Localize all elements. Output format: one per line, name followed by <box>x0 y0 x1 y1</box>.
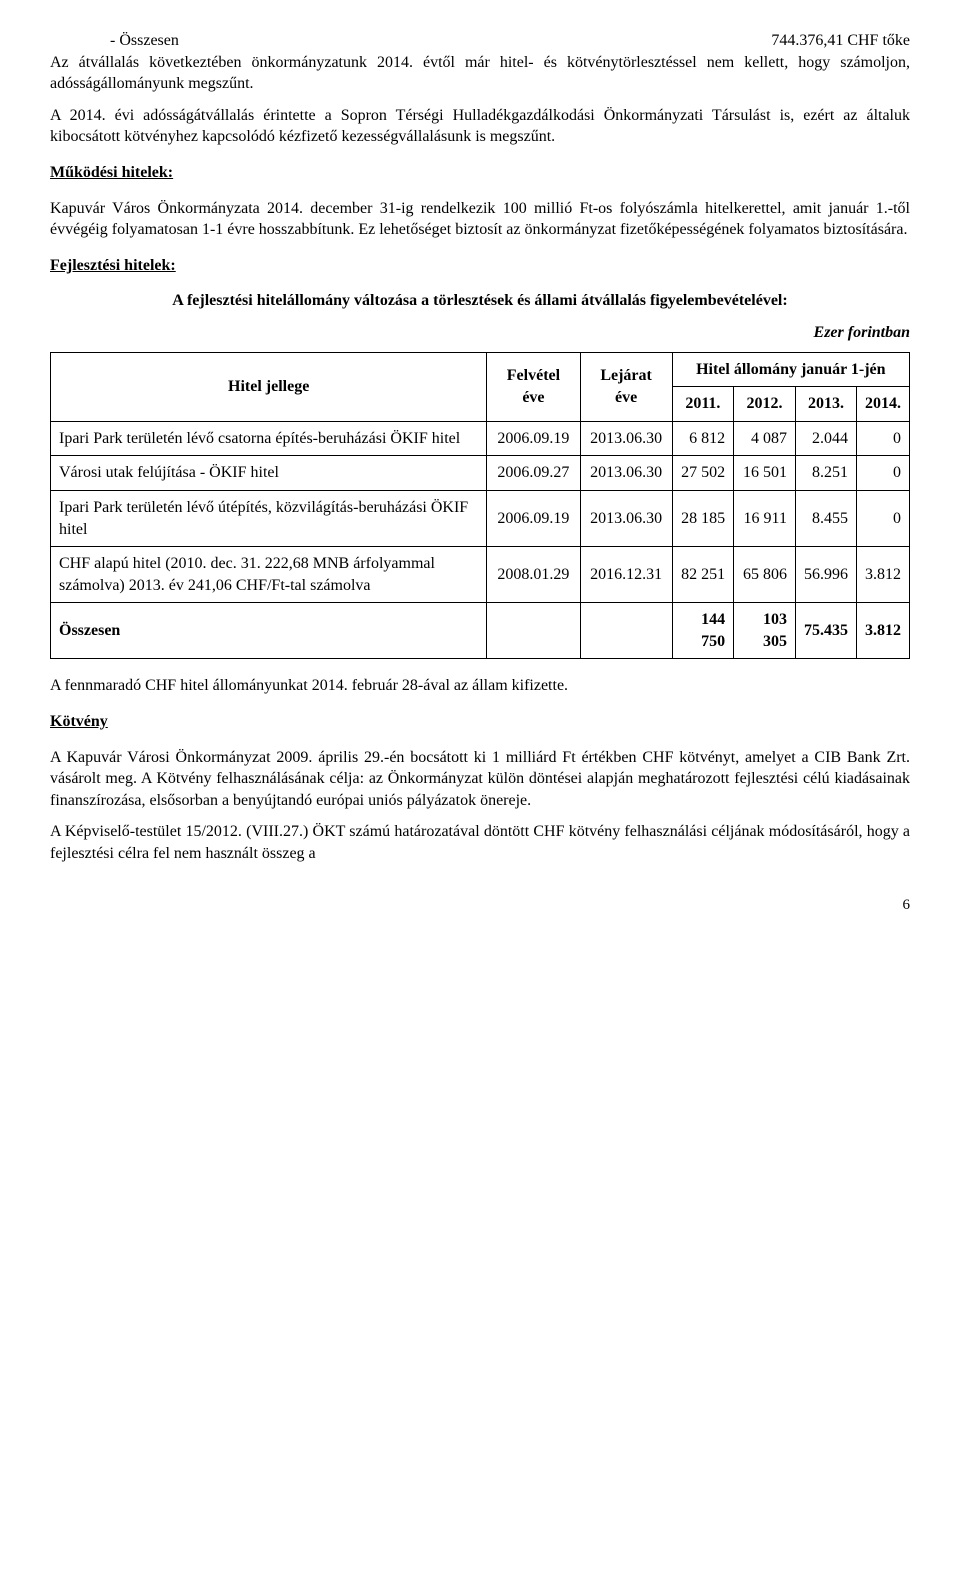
row-value: 82 251 <box>672 547 733 603</box>
row-value: 65 806 <box>734 547 796 603</box>
row-value: 8.251 <box>795 456 856 491</box>
row-lejarat: 2013.06.30 <box>580 421 672 456</box>
th-year-2011: 2011. <box>672 387 733 422</box>
row-value: 6 812 <box>672 421 733 456</box>
table-row: Városi utak felújítása - ÖKIF hitel2006.… <box>51 456 910 491</box>
paragraph-2: A 2014. évi adósságátvállalás érintette … <box>50 105 910 148</box>
heading-kotveny: Kötvény <box>50 711 910 733</box>
top-summary-left: - Összesen <box>110 30 179 52</box>
row-value: 16 911 <box>734 490 796 546</box>
row-label: CHF alapú hitel (2010. dec. 31. 222,68 M… <box>51 547 487 603</box>
row-label: Ipari Park területén lévő útépítés, közv… <box>51 490 487 546</box>
th-hitel-jellege: Hitel jellege <box>51 352 487 421</box>
th-lejarat: Lejárat éve <box>580 352 672 421</box>
top-summary-right: 744.376,41 CHF tőke <box>771 30 910 52</box>
page-number: 6 <box>50 895 910 915</box>
row-felvetel: 2006.09.27 <box>487 456 580 491</box>
total-2013: 75.435 <box>795 603 856 659</box>
th-felvetel: Felvétel éve <box>487 352 580 421</box>
row-felvetel: 2008.01.29 <box>487 547 580 603</box>
row-value: 4 087 <box>734 421 796 456</box>
total-empty-1 <box>487 603 580 659</box>
row-label: Ipari Park területén lévő csatorna építé… <box>51 421 487 456</box>
row-value: 0 <box>856 456 909 491</box>
table-title: A fejlesztési hitelállomány változása a … <box>50 290 910 312</box>
row-value: 27 502 <box>672 456 733 491</box>
row-felvetel: 2006.09.19 <box>487 421 580 456</box>
paragraph-4: A fennmaradó CHF hitel állományunkat 201… <box>50 675 910 697</box>
table-unit: Ezer forintban <box>50 322 910 344</box>
row-value: 3.812 <box>856 547 909 603</box>
heading-fejlesztesi: Fejlesztési hitelek: <box>50 255 910 277</box>
row-label: Városi utak felújítása - ÖKIF hitel <box>51 456 487 491</box>
paragraph-6: A Képviselő-testület 15/2012. (VIII.27.)… <box>50 821 910 864</box>
row-lejarat: 2013.06.30 <box>580 490 672 546</box>
total-2011: 144 750 <box>672 603 733 659</box>
th-year-2014: 2014. <box>856 387 909 422</box>
table-row: Ipari Park területén lévő csatorna építé… <box>51 421 910 456</box>
total-2012: 103 305 <box>734 603 796 659</box>
top-summary-line: - Összesen 744.376,41 CHF tőke <box>50 30 910 52</box>
row-value: 8.455 <box>795 490 856 546</box>
row-value: 56.996 <box>795 547 856 603</box>
row-lejarat: 2013.06.30 <box>580 456 672 491</box>
paragraph-3: Kapuvár Város Önkormányzata 2014. decemb… <box>50 198 910 241</box>
row-value: 2.044 <box>795 421 856 456</box>
row-lejarat: 2016.12.31 <box>580 547 672 603</box>
paragraph-5: A Kapuvár Városi Önkormányzat 2009. ápri… <box>50 747 910 812</box>
total-label: Összesen <box>51 603 487 659</box>
total-2014: 3.812 <box>856 603 909 659</box>
table-row: Ipari Park területén lévő útépítés, közv… <box>51 490 910 546</box>
total-empty-2 <box>580 603 672 659</box>
loan-table: Hitel jellege Felvétel éve Lejárat éve H… <box>50 352 910 660</box>
row-value: 16 501 <box>734 456 796 491</box>
th-year-2013: 2013. <box>795 387 856 422</box>
th-allomany: Hitel állomány január 1-jén <box>672 352 909 387</box>
row-value: 28 185 <box>672 490 733 546</box>
row-value: 0 <box>856 490 909 546</box>
row-value: 0 <box>856 421 909 456</box>
row-felvetel: 2006.09.19 <box>487 490 580 546</box>
table-row: CHF alapú hitel (2010. dec. 31. 222,68 M… <box>51 547 910 603</box>
th-year-2012: 2012. <box>734 387 796 422</box>
paragraph-1: Az átvállalás következtében önkormányzat… <box>50 52 910 95</box>
heading-mukodesi: Működési hitelek: <box>50 162 910 184</box>
